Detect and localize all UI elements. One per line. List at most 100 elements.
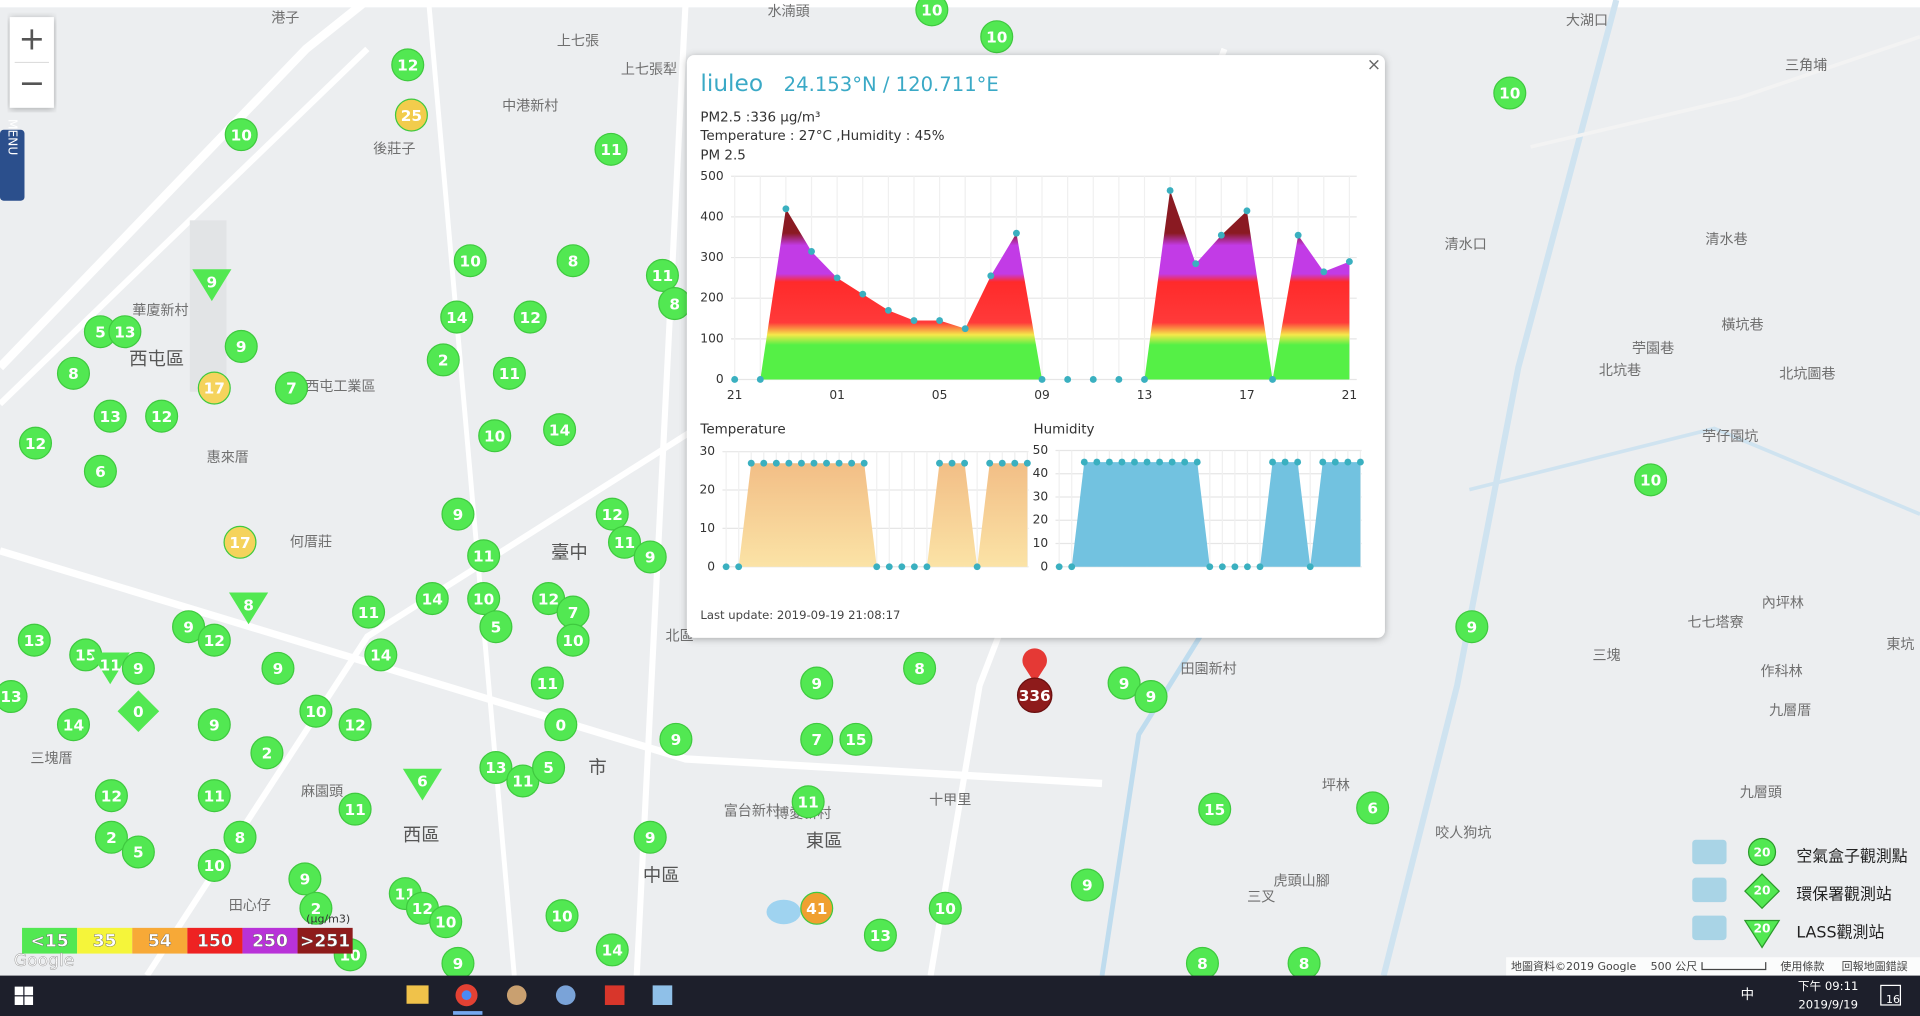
marker-value: 10 — [484, 428, 505, 446]
menu-tab[interactable] — [0, 129, 25, 201]
app-icon[interactable] — [604, 985, 625, 1005]
place-label: 大湖口 — [1566, 13, 1608, 29]
box-marker — [121, 651, 155, 685]
data-point — [898, 563, 906, 571]
box-marker — [94, 779, 128, 813]
x-tick-label: 17 — [1239, 388, 1255, 402]
marker-value: 336 — [1019, 687, 1051, 705]
data-point — [1013, 229, 1020, 237]
data-point — [1115, 376, 1123, 383]
report[interactable]: 回報地圖錯誤 — [1842, 959, 1908, 973]
pond — [766, 899, 801, 925]
app-icon[interactable] — [555, 985, 576, 1005]
box-marker — [506, 764, 540, 798]
marker-value: 6 — [417, 773, 428, 791]
data-point — [1331, 458, 1339, 466]
color-scale: <15 35 54 150 250 >251 — [22, 927, 353, 954]
y-tick-label: 0 — [716, 372, 724, 386]
data-point — [998, 459, 1006, 467]
marker-value: 14 — [602, 942, 623, 960]
data-point — [1055, 563, 1063, 571]
marker-value: 10 — [435, 913, 456, 931]
notify-count: 16 — [1886, 993, 1900, 1006]
place-label: 麻園頭 — [301, 784, 343, 800]
place-label: 水湳頭 — [767, 4, 809, 20]
place-label: 上七張犁 — [621, 62, 677, 78]
place-label: 作科林 — [1761, 664, 1803, 680]
marker-value: 11 — [600, 141, 621, 159]
box-marker — [915, 0, 949, 27]
start-button[interactable] — [14, 986, 34, 1005]
marker-value: 9 — [811, 675, 822, 693]
marker-value: 5 — [491, 618, 502, 636]
box-marker — [1634, 463, 1668, 497]
marker-value: 9 — [209, 716, 220, 734]
marker-value: 0 — [555, 716, 566, 734]
box-marker — [108, 315, 142, 349]
marker-value: 2 — [262, 745, 273, 763]
box-marker — [863, 918, 897, 952]
marker-value: 11 — [537, 675, 558, 693]
menu-label[interactable]: MENU — [6, 119, 20, 155]
legend-pictogram — [1692, 915, 1727, 941]
marker-value: 12 — [397, 57, 418, 75]
marker-value: 14 — [370, 647, 391, 665]
data-point — [936, 459, 943, 467]
marker-value: 11 — [344, 801, 365, 819]
box-marker — [928, 891, 962, 925]
marker-value: 12 — [151, 408, 172, 426]
box-marker — [513, 300, 547, 334]
ime[interactable]: 中 — [1741, 987, 1754, 1003]
data-point — [923, 563, 931, 571]
box-marker — [83, 454, 117, 488]
box-marker — [197, 708, 231, 742]
clock-date[interactable]: 2019/9/19 — [1798, 997, 1858, 1011]
station-name: liuleo — [700, 70, 763, 97]
marker-value: 8 — [235, 829, 246, 847]
terms[interactable]: 使用條款 — [1780, 959, 1824, 973]
box-marker — [197, 623, 231, 657]
data-point — [722, 563, 730, 571]
place-label: 上七張 — [557, 34, 599, 50]
clock-time[interactable]: 下午 09:11 — [1798, 979, 1858, 993]
top-strip — [0, 0, 1920, 8]
marker-value: 9 — [1119, 675, 1130, 693]
chart-title: Temperature — [699, 423, 785, 438]
data-point — [823, 459, 830, 467]
lass-marker — [228, 592, 269, 625]
box-marker — [18, 426, 53, 460]
x-tick-label: 09 — [1034, 388, 1050, 402]
close-button[interactable]: × — [1367, 55, 1381, 75]
zoom-out[interactable]: − — [18, 63, 45, 101]
legend-icon — [1743, 919, 1781, 949]
marker-value: 17 — [204, 380, 225, 398]
place-label: 十甲里 — [929, 793, 971, 809]
y-tick-label: 50 — [1033, 443, 1049, 457]
place-label: 三角埔 — [1785, 58, 1827, 74]
zoom-in[interactable]: + — [18, 19, 45, 57]
marker-value: 15 — [1204, 801, 1225, 819]
data-point — [1131, 458, 1138, 466]
place-label: 苧園巷 — [1632, 341, 1674, 357]
data-point — [1294, 458, 1302, 466]
taskbar — [0, 975, 1920, 1016]
scale-swatch — [297, 927, 353, 954]
data-point — [1141, 376, 1148, 383]
app-icon[interactable] — [506, 985, 527, 1005]
notify-icon[interactable] — [1880, 984, 1902, 1006]
box-marker — [224, 329, 258, 363]
marker-value: 15 — [845, 731, 866, 749]
data-point — [798, 459, 805, 467]
box-marker — [415, 582, 449, 616]
legend-icon — [1744, 873, 1781, 910]
box-marker — [145, 399, 179, 433]
data-point — [1023, 459, 1031, 467]
marker-value: 11 — [100, 656, 121, 674]
app-icon[interactable] — [652, 985, 673, 1005]
place-label: 富台新村 — [724, 803, 780, 820]
marker-value: 12 — [538, 590, 559, 608]
data-point — [1089, 376, 1097, 383]
app-icon[interactable] — [406, 985, 429, 1004]
data-point — [1181, 458, 1189, 466]
